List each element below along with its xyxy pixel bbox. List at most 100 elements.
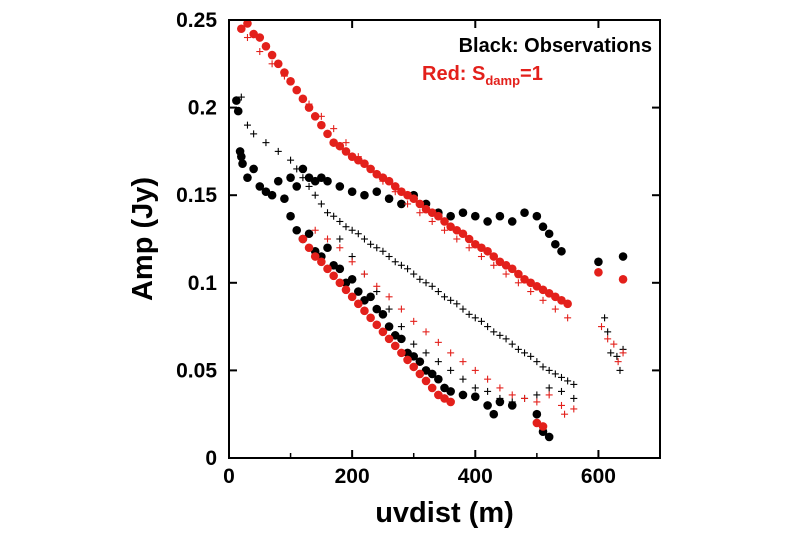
data-point-dot: [304, 103, 314, 112]
data-point-dot: [440, 217, 449, 226]
y-tick-label: 0.05: [176, 359, 217, 382]
data-point-dot: [292, 182, 302, 191]
data-point-plus: [404, 200, 412, 208]
data-point-dot: [360, 306, 369, 316]
data-point-dot: [243, 173, 252, 182]
data-point-dot: [310, 252, 320, 261]
data-point-plus: [237, 93, 245, 101]
x-tick-label: 0: [223, 465, 235, 488]
data-point-dot: [267, 190, 277, 200]
data-point-dot: [273, 176, 283, 186]
data-point-dot: [470, 211, 480, 221]
data-point-dot: [421, 376, 431, 386]
data-point-dot: [317, 120, 326, 130]
data-point-dot: [232, 96, 241, 105]
data-point-plus: [551, 305, 559, 313]
data-point-plus: [367, 165, 375, 173]
data-point-dot: [384, 176, 394, 186]
y-tick-label: 0: [205, 447, 217, 470]
data-point-plus: [533, 391, 541, 399]
data-point-dot: [286, 173, 295, 182]
data-point-dot: [551, 239, 560, 249]
data-point-plus: [293, 86, 301, 94]
data-point-dot: [446, 397, 455, 407]
data-marks: [232, 19, 628, 442]
data-point-plus: [471, 384, 479, 392]
data-point-plus: [336, 235, 344, 243]
data-point-dot: [544, 229, 554, 239]
data-point-plus: [496, 394, 504, 402]
data-point-plus: [527, 288, 535, 296]
data-point-plus: [496, 384, 504, 392]
data-point-plus: [410, 317, 418, 325]
data-point-dot: [273, 59, 283, 69]
data-point-dot: [458, 208, 468, 218]
data-point-plus: [416, 209, 424, 217]
data-point-plus: [545, 384, 553, 392]
data-point-plus: [317, 200, 325, 208]
data-point-plus: [502, 270, 510, 278]
data-point-plus: [447, 296, 455, 304]
x-axis-label: uvdist (m): [375, 497, 514, 529]
data-point-dot: [514, 269, 523, 279]
data-point-plus: [601, 314, 609, 322]
data-point-dot: [538, 222, 548, 232]
data-point-dot: [563, 299, 572, 309]
data-point-plus: [598, 323, 606, 331]
legend-red-subscript: damp: [485, 73, 520, 88]
data-point-plus: [551, 370, 559, 378]
data-point-dot: [255, 33, 265, 42]
data-point-plus: [397, 323, 405, 331]
data-point-plus: [293, 165, 301, 173]
data-point-dot: [323, 176, 332, 186]
data-point-plus: [471, 366, 479, 374]
data-point-dot: [594, 267, 603, 277]
data-point-dot: [415, 199, 425, 209]
y-tick-label: 0.25: [176, 9, 217, 32]
legend-entry-observations: Black: Observations: [459, 35, 652, 57]
data-point-plus: [274, 147, 282, 155]
data-point-plus: [391, 258, 399, 266]
data-point-dot: [458, 390, 468, 400]
data-point-dot: [347, 274, 357, 284]
data-point-plus: [280, 72, 288, 80]
data-point-plus: [521, 394, 529, 402]
data-point-dot: [520, 208, 529, 218]
data-point-plus: [385, 253, 393, 261]
data-point-plus: [514, 279, 522, 287]
data-point-dot: [323, 243, 332, 253]
legend: Black: Observations Red: Sdamp=1: [422, 35, 652, 88]
data-point-dot: [384, 322, 394, 331]
data-point-dot: [544, 432, 554, 442]
data-point-plus: [564, 314, 572, 322]
data-point-plus: [299, 174, 307, 182]
data-point-plus: [373, 282, 381, 290]
data-point-plus: [336, 244, 344, 252]
data-point-plus: [477, 317, 485, 325]
data-point-dot: [372, 304, 382, 314]
data-point-dot: [298, 94, 308, 104]
x-tick-label: 200: [335, 465, 370, 488]
data-point-plus: [561, 410, 569, 418]
data-point-plus: [354, 153, 362, 161]
data-point-dot: [354, 287, 363, 296]
data-point-plus: [545, 391, 553, 399]
data-point-dot: [237, 24, 246, 34]
data-point-plus: [508, 391, 516, 399]
data-point-dot: [446, 211, 455, 221]
data-point-plus: [305, 100, 313, 108]
data-point-dot: [249, 164, 258, 174]
data-point-dot: [335, 182, 345, 191]
data-point-plus: [422, 328, 430, 336]
data-point-plus: [348, 258, 356, 266]
data-point-plus: [348, 226, 356, 234]
data-point-plus: [317, 112, 325, 120]
data-point-plus: [311, 226, 319, 234]
data-point-dot: [366, 313, 375, 323]
data-point-dot: [390, 182, 400, 191]
data-point-dot: [360, 190, 369, 200]
data-point-plus: [453, 300, 461, 308]
data-point-plus: [360, 235, 368, 243]
data-point-plus: [557, 387, 565, 395]
